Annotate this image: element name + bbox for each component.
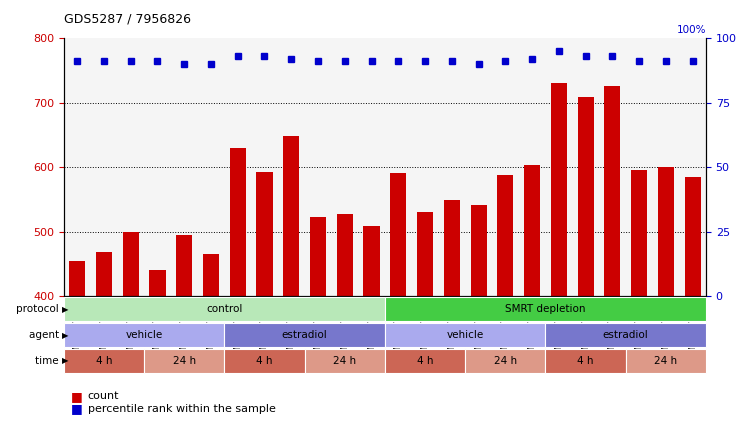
Bar — [230, 148, 246, 296]
Bar — [283, 136, 299, 296]
Text: ▶: ▶ — [62, 356, 69, 365]
Text: time: time — [35, 356, 62, 366]
Text: 100%: 100% — [677, 25, 706, 36]
Text: 24 h: 24 h — [654, 356, 677, 366]
Bar — [524, 165, 540, 296]
Text: 24 h: 24 h — [333, 356, 356, 366]
Bar — [605, 86, 620, 296]
Text: 4 h: 4 h — [95, 356, 112, 366]
Bar — [685, 177, 701, 296]
Bar — [69, 261, 86, 296]
Bar — [550, 83, 567, 296]
Text: protocol: protocol — [17, 304, 62, 314]
Text: vehicle: vehicle — [447, 330, 484, 340]
Bar — [336, 214, 353, 296]
Text: ▶: ▶ — [62, 330, 69, 340]
Bar — [470, 205, 487, 296]
Text: ■: ■ — [71, 403, 87, 415]
Text: 4 h: 4 h — [417, 356, 433, 366]
Bar — [310, 217, 326, 296]
Bar — [363, 226, 379, 296]
Bar — [658, 167, 674, 296]
Text: vehicle: vehicle — [125, 330, 163, 340]
Text: percentile rank within the sample: percentile rank within the sample — [88, 404, 276, 414]
Bar — [578, 97, 593, 296]
Text: ▶: ▶ — [62, 305, 69, 314]
Text: estradiol: estradiol — [282, 330, 327, 340]
Text: control: control — [207, 304, 243, 314]
Bar — [203, 254, 219, 296]
Text: 24 h: 24 h — [173, 356, 196, 366]
Bar — [391, 173, 406, 296]
Bar — [96, 252, 112, 296]
Text: GDS5287 / 7956826: GDS5287 / 7956826 — [64, 13, 191, 26]
Bar — [497, 176, 514, 296]
Bar — [257, 172, 273, 296]
Text: 4 h: 4 h — [256, 356, 273, 366]
Bar — [444, 200, 460, 296]
Text: count: count — [88, 391, 119, 401]
Text: estradiol: estradiol — [603, 330, 649, 340]
Text: 24 h: 24 h — [493, 356, 517, 366]
Text: ■: ■ — [71, 390, 87, 403]
Text: SMRT depletion: SMRT depletion — [505, 304, 586, 314]
Text: agent: agent — [29, 330, 62, 340]
Bar — [176, 235, 192, 296]
Bar — [631, 170, 647, 296]
Bar — [122, 232, 139, 296]
Bar — [149, 270, 165, 296]
Text: 4 h: 4 h — [578, 356, 594, 366]
Bar — [417, 212, 433, 296]
